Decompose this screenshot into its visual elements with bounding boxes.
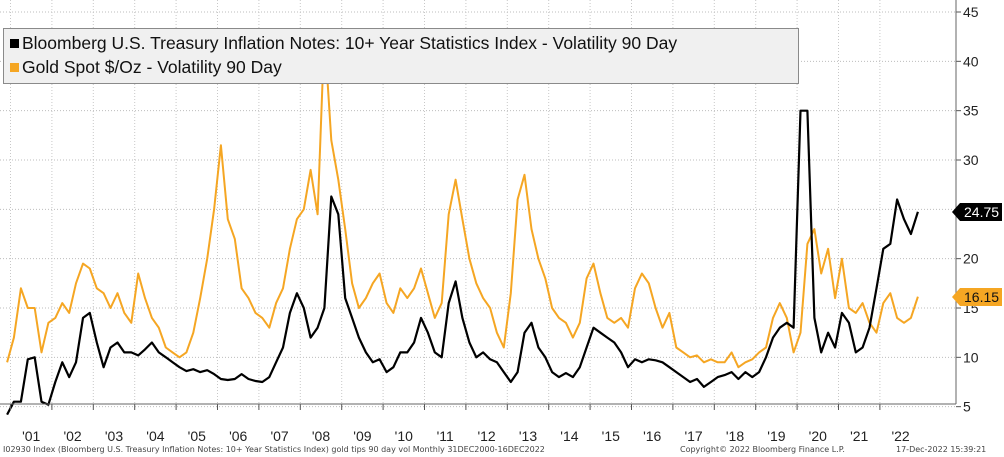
x-tick-label: '07 — [270, 428, 288, 442]
x-tick-label: '06 — [229, 428, 247, 442]
x-tick-label: '20 — [809, 428, 827, 442]
legend-item-gold-vol: Gold Spot $/Oz - Volatility 90 Day — [10, 55, 282, 79]
series-lines — [6, 30, 919, 416]
legend-item-tips-vol: Bloomberg U.S. Treasury Inflation Notes:… — [10, 31, 677, 55]
x-tick-label: '17 — [684, 428, 702, 442]
x-tick-label: '08 — [312, 428, 330, 442]
footer-source-text: I02930 Index (Bloomberg U.S. Treasury In… — [3, 445, 545, 454]
legend: Bloomberg U.S. Treasury Inflation Notes:… — [3, 28, 799, 84]
x-tick-label: '05 — [188, 428, 206, 442]
last-value-tag-tips: 24.75 — [951, 202, 1003, 221]
footer: I02930 Index (Bloomberg U.S. Treasury In… — [0, 442, 1004, 457]
x-tick-label: '11 — [437, 428, 454, 442]
y-tick-label: 40 — [963, 53, 979, 69]
y-tick-label: 20 — [963, 251, 979, 267]
x-tick-label: '12 — [477, 428, 495, 442]
y-tick-label: 10 — [963, 349, 979, 365]
x-tick-label: '15 — [602, 428, 620, 442]
x-tick-label: '03 — [105, 428, 123, 442]
y-tick-label: 30 — [963, 152, 979, 168]
y-tick-label: 5 — [963, 399, 971, 415]
x-tick-label: '09 — [353, 428, 371, 442]
series-line-tips-vol — [6, 109, 919, 416]
x-tick-label: '19 — [767, 428, 785, 442]
legend-swatch-gold — [10, 62, 19, 72]
x-tick-label: '14 — [560, 428, 578, 442]
x-tick-label: '02 — [63, 428, 81, 442]
x-tick-label: '22 — [891, 428, 909, 442]
legend-label-tips: Bloomberg U.S. Treasury Inflation Notes:… — [22, 32, 678, 53]
legend-label-gold: Gold Spot $/Oz - Volatility 90 Day — [22, 56, 282, 77]
y-tick-label: 35 — [963, 103, 979, 119]
footer-copyright: Copyright© 2022 Bloomberg Finance L.P. — [680, 445, 845, 454]
footer-timestamp: 17-Dec-2022 15:39:21 — [896, 445, 987, 454]
x-tick-label: '21 — [850, 428, 868, 442]
x-tick-label: '10 — [395, 428, 413, 442]
x-tick-label: '01 — [22, 428, 40, 442]
last-value-tag-gold: 16.15 — [951, 287, 1003, 306]
x-tick-label: '18 — [726, 428, 744, 442]
legend-swatch-tips — [10, 38, 19, 48]
axes: 51015202530354045'01'02'03'04'05'06'07'0… — [0, 0, 979, 442]
x-tick-label: '13 — [519, 428, 537, 442]
x-tick-label: '04 — [146, 428, 164, 442]
x-tick-label: '16 — [643, 428, 661, 442]
y-tick-label: 45 — [963, 4, 979, 20]
series-line-gold-vol — [6, 30, 919, 369]
